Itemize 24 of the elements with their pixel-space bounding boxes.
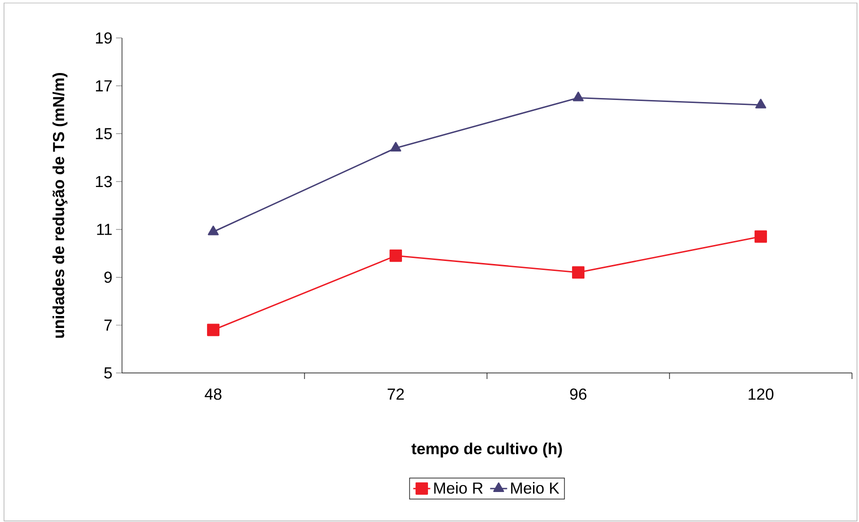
legend-label: Meio R: [434, 482, 483, 494]
y-tick-label: 17: [96, 80, 112, 92]
point: [390, 142, 402, 152]
point: [207, 324, 220, 336]
point: [208, 226, 219, 236]
y-tick-label: 5: [104, 367, 112, 379]
x-tick-label: 48: [204, 388, 222, 400]
y-tick-label: 7: [104, 320, 112, 331]
y-tick-label: 11: [97, 224, 112, 235]
point: [755, 98, 766, 108]
point: [572, 266, 584, 279]
y-tick-label: 19: [96, 32, 112, 44]
legend-label: Meio K: [511, 482, 560, 494]
x-tick-label: 72: [388, 388, 404, 400]
x-tick-label: 120: [748, 388, 774, 400]
point: [754, 230, 767, 243]
y-axis-title: unidades de redução de TS (mN/m): [52, 72, 68, 338]
point: [390, 250, 402, 262]
x-axis-title: tempo de cultivo (h): [411, 442, 562, 458]
x-tick-label: 96: [570, 388, 586, 400]
y-tick-label: 15: [96, 128, 112, 140]
y-tick-label: 9: [104, 272, 112, 283]
point: [572, 92, 584, 102]
y-tick-label: 13: [96, 176, 112, 188]
